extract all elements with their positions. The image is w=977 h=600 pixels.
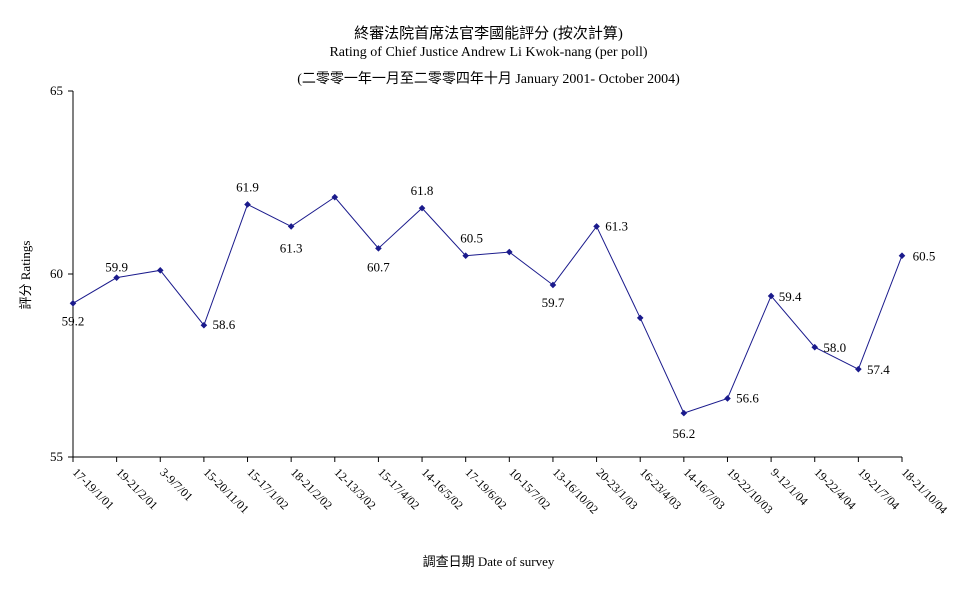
data-label: 60.5: [913, 249, 936, 264]
data-marker: [156, 267, 164, 274]
data-label: 56.2: [672, 426, 695, 441]
x-tick-label: 19-22/4/04: [812, 465, 859, 512]
data-marker: [375, 245, 382, 252]
data-marker: [462, 252, 469, 259]
x-tick-label: 16-23/4/03: [637, 465, 684, 512]
x-tick-label: 9-12/1/04: [768, 465, 811, 508]
data-markers: [69, 193, 906, 417]
data-marker: [593, 223, 600, 230]
y-ticks: 55 60 65: [50, 83, 73, 464]
data-marker: [287, 223, 295, 230]
data-label: 58.0: [823, 340, 846, 355]
data-marker: [724, 395, 731, 402]
data-marker: [331, 193, 339, 201]
data-label: 58.6: [213, 317, 236, 332]
x-tick-label: 17-19/6/02: [463, 465, 510, 512]
x-tick-label: 18-21/2/02: [288, 465, 335, 512]
data-label: 60.7: [367, 259, 390, 274]
x-tick-label: 12-13/3/02: [332, 465, 379, 512]
y-tick-label: 65: [50, 83, 63, 98]
data-marker: [200, 321, 208, 329]
x-tick-label: 14-16/5/02: [419, 465, 466, 512]
data-marker: [549, 281, 557, 289]
data-label: 59.7: [542, 295, 565, 310]
y-axis-label: 評分 Ratings: [18, 241, 33, 310]
x-tick-label: 14-16/7/03: [681, 465, 728, 512]
series-line: [72, 196, 903, 414]
data-marker: [898, 252, 906, 259]
series-polyline: [72, 196, 903, 414]
x-tick-label: 19-21/7/04: [855, 465, 902, 512]
data-label: 61.9: [236, 179, 259, 194]
chart-subtitle-period: (二零零一年一月至二零零四年十月 January 2001- October 2…: [297, 72, 680, 87]
x-tick-label: 19-21/2/01: [114, 465, 161, 512]
data-marker: [767, 292, 775, 300]
data-label: 57.4: [867, 362, 890, 377]
data-label: 61.8: [411, 183, 434, 198]
x-tick-label: 3-9/7/01: [157, 465, 196, 504]
data-marker: [506, 248, 513, 256]
x-tick-label: 18-21/10/04: [899, 465, 950, 516]
data-label: 59.9: [105, 260, 128, 275]
data-label: 59.4: [779, 289, 802, 304]
x-tick-label: 19-22/10/03: [724, 465, 775, 516]
data-labels: 59.2 59.9 58.6 61.9 61.3 60.7 61.8 60.5 59.7 61.3…: [62, 179, 936, 441]
data-label: 61.3: [280, 240, 303, 255]
x-tick-label: 10-15/7/02: [506, 465, 553, 512]
data-marker: [418, 204, 426, 212]
data-marker: [244, 201, 251, 208]
data-label: 61.3: [605, 218, 628, 233]
data-label: 59.2: [62, 313, 85, 328]
data-label: 60.5: [460, 231, 483, 246]
x-tick-label: 15-20/11/01: [201, 465, 252, 516]
x-tick-label: 17-19/1/01: [70, 465, 117, 512]
y-tick-label: 60: [50, 266, 63, 281]
data-marker: [811, 343, 819, 351]
axes: [72, 91, 902, 458]
data-marker: [113, 274, 120, 281]
chart-subtitle: Rating of Chief Justice Andrew Li Kwok-n…: [329, 45, 648, 60]
x-tick-label: 13-16/10/02: [550, 465, 601, 516]
data-marker: [680, 409, 688, 417]
data-marker: [636, 314, 644, 322]
x-axis-label: 調查日期 Date of survey: [422, 554, 555, 569]
chart-title: 終審法院首席法官李國能評分 (按次計算): [354, 26, 623, 42]
data-label: 56.6: [736, 390, 759, 405]
y-tick-label: 55: [50, 449, 63, 464]
data-marker: [69, 299, 77, 307]
x-tick-label: 15-17/4/02: [375, 465, 422, 512]
data-marker: [855, 365, 862, 373]
